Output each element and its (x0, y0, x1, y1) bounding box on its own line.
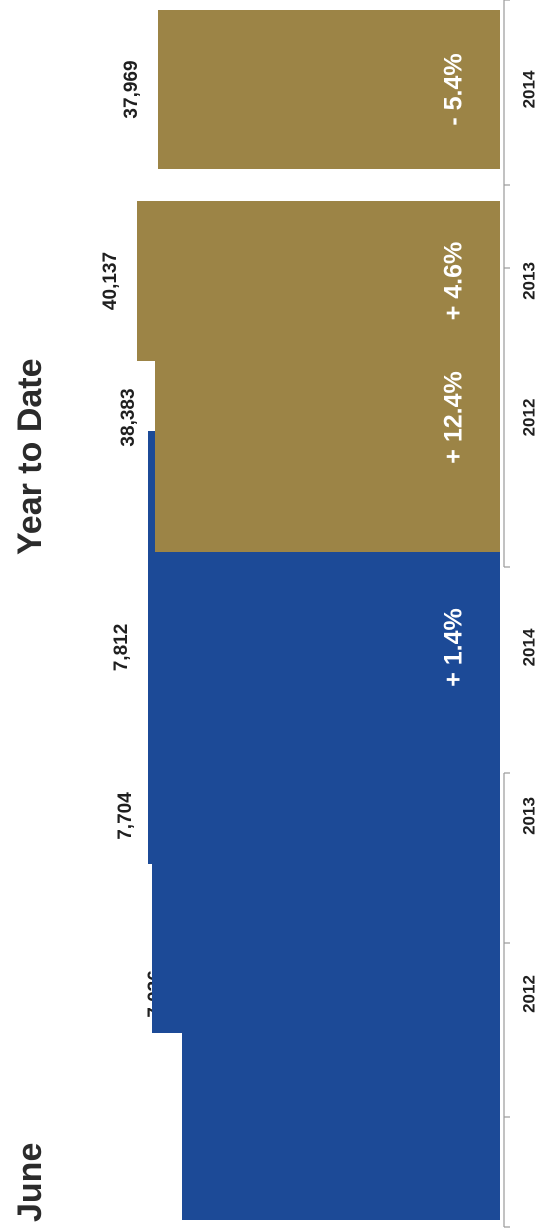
value-label: 7,812 (111, 624, 132, 672)
value-label: 40,137 (100, 252, 121, 310)
category-label: 2013 (519, 262, 538, 300)
value-label: 37,969 (121, 60, 142, 118)
bar (158, 10, 500, 169)
change-label: + 4.6% (440, 242, 468, 321)
value-label: 7,704 (115, 792, 136, 840)
category-label: 2014 (519, 628, 538, 666)
category-label: 2013 (519, 797, 538, 835)
panel-title: Year to Date (11, 358, 49, 555)
bar (137, 201, 500, 361)
change-label: + 12.4% (440, 371, 468, 463)
category-label: 2012 (519, 399, 538, 437)
panel-title: June (11, 1143, 49, 1222)
category-label: 2012 (519, 975, 538, 1013)
category-label: 2014 (519, 70, 538, 108)
value-label: 38,383 (118, 388, 139, 446)
change-label: + 1.4% (440, 608, 468, 687)
change-label: - 5.4% (440, 53, 468, 125)
